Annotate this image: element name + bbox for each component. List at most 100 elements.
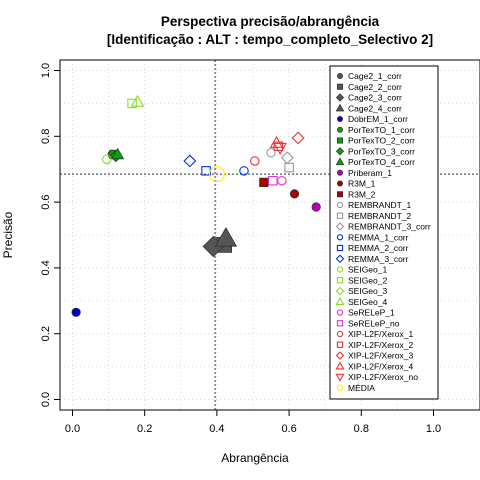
legend-marker bbox=[336, 384, 344, 391]
legend-label: REMBRANDT_3_corr bbox=[348, 222, 431, 232]
legend-label: XIP-L2F/Xerox_2 bbox=[348, 340, 413, 350]
legend-marker bbox=[335, 373, 345, 382]
data-point bbox=[127, 98, 137, 109]
legend-marker bbox=[335, 297, 345, 306]
legend-marker bbox=[336, 266, 344, 273]
y-tick-label: 0.0 bbox=[40, 392, 52, 407]
legend-label: REMMA_2_corr bbox=[348, 243, 409, 253]
legend-label: Cage2_4_corr bbox=[348, 103, 402, 113]
legend-label: Cage2_1_corr bbox=[348, 71, 402, 81]
legend-marker bbox=[336, 234, 344, 241]
legend-box bbox=[329, 65, 439, 400]
legend-marker bbox=[335, 147, 345, 156]
legend-marker bbox=[336, 201, 344, 209]
legend-label: SEIGeo_2 bbox=[348, 275, 387, 285]
legend-marker bbox=[336, 212, 344, 219]
chart-title: Perspectiva precisão/abrangência bbox=[161, 14, 380, 29]
data-point bbox=[284, 162, 294, 173]
data-point bbox=[208, 166, 225, 183]
legend-label: SeRELeP_1 bbox=[348, 308, 395, 318]
legend-label: XIP-L2F/Xerox_no bbox=[348, 372, 418, 382]
legend-marker bbox=[335, 254, 345, 264]
legend-label: XIP-L2F/Xerox_3 bbox=[348, 351, 413, 361]
legend-label: REMBRANDT_1 bbox=[348, 200, 412, 210]
data-point bbox=[259, 177, 269, 187]
legend-marker bbox=[335, 351, 345, 360]
y-tick-label: 0.8 bbox=[40, 129, 52, 144]
data-point bbox=[280, 151, 294, 165]
data-point bbox=[266, 148, 276, 158]
legend-label: REMBRANDT_2 bbox=[348, 211, 412, 221]
legend-label: Cage2_3_corr bbox=[348, 93, 402, 103]
legend-label: PorTexTO_1_corr bbox=[348, 125, 415, 135]
legend-label: Priberam_1 bbox=[348, 168, 392, 178]
x-tick-label: 0.8 bbox=[354, 423, 369, 435]
data-point bbox=[102, 154, 112, 165]
plot-frame bbox=[59, 59, 480, 411]
legend-marker bbox=[335, 286, 345, 296]
legend-marker bbox=[335, 157, 345, 166]
legend-label: Cage2_2_corr bbox=[348, 82, 402, 92]
legend-label: PorTexTO_2_corr bbox=[348, 136, 415, 146]
legend-marker bbox=[336, 320, 344, 327]
data-point bbox=[250, 156, 260, 166]
data-point bbox=[71, 307, 81, 317]
legend-label: PorTexTO_4_corr bbox=[348, 157, 415, 167]
data-point bbox=[273, 142, 287, 155]
legend-label: DobrEM_1_corr bbox=[348, 114, 408, 124]
x-tick-label: 0.2 bbox=[137, 423, 152, 435]
legend-marker bbox=[336, 73, 343, 80]
legend-marker bbox=[336, 341, 344, 348]
legend-marker bbox=[336, 277, 344, 284]
legend-marker bbox=[335, 93, 345, 102]
data-point bbox=[311, 202, 321, 212]
data-point bbox=[277, 175, 287, 186]
data-point bbox=[130, 94, 145, 107]
legend-label: MÉDIA bbox=[348, 383, 375, 393]
legend: Cage2_1_corrCage2_2_corrCage2_3_corrCage… bbox=[329, 65, 439, 400]
legend-label: SEIGeo_3 bbox=[348, 286, 387, 296]
legend-marker bbox=[336, 126, 343, 133]
data-points bbox=[71, 94, 321, 317]
legend-label: REMMA_1_corr bbox=[348, 232, 409, 242]
legend-marker bbox=[336, 244, 344, 252]
legend-label: R3M_1 bbox=[348, 179, 376, 189]
legend-label: SeRELeP_no bbox=[348, 318, 400, 328]
axes: 0.0 0.2 0.4 0.6 0.8 1.0 0.0 0.2 0.4 0.6 0.8 1.0 bbox=[40, 63, 441, 435]
y-tick-label: 0.2 bbox=[40, 326, 52, 341]
legend-label: XIP-L2F/Xerox_1 bbox=[348, 329, 413, 339]
data-point bbox=[239, 166, 249, 176]
x-tick-label: 0.4 bbox=[209, 423, 224, 435]
legend-marker bbox=[336, 330, 344, 338]
y-tick-label: 1.0 bbox=[40, 63, 52, 78]
y-tick-label: 0.4 bbox=[40, 260, 52, 275]
legend-marker bbox=[336, 180, 343, 187]
x-tick-label: 1.0 bbox=[426, 423, 441, 435]
legend-marker bbox=[336, 137, 343, 144]
data-point bbox=[214, 226, 238, 247]
y-axis-label: Precisão bbox=[1, 211, 15, 258]
legend-marker bbox=[336, 309, 344, 316]
legend-marker bbox=[335, 361, 345, 370]
data-point bbox=[289, 189, 300, 199]
legend-marker bbox=[336, 169, 343, 176]
legend-marker bbox=[335, 103, 345, 112]
legend-label: SEIGeo_4 bbox=[348, 297, 387, 307]
y-tick-label: 0.6 bbox=[40, 194, 52, 209]
x-axis-label: Abrangência bbox=[221, 451, 289, 465]
legend-marker bbox=[335, 222, 345, 231]
legend-label: XIP-L2F/Xerox_4 bbox=[348, 361, 413, 371]
legend-marker bbox=[336, 191, 343, 198]
legend-label: R3M_2 bbox=[348, 189, 376, 199]
data-point bbox=[183, 154, 197, 168]
x-tick-label: 0.0 bbox=[65, 423, 80, 435]
legend-label: REMMA_3_corr bbox=[348, 254, 409, 264]
x-tick-label: 0.6 bbox=[281, 423, 296, 435]
data-point bbox=[111, 147, 125, 160]
legend-marker bbox=[336, 83, 343, 90]
data-point bbox=[268, 175, 278, 186]
chart-subtitle: [Identificação : ALT : tempo_completo_Se… bbox=[107, 32, 433, 47]
legend-label: PorTexTO_3_corr bbox=[348, 146, 415, 156]
legend-label: SEIGeo_1 bbox=[348, 265, 387, 275]
